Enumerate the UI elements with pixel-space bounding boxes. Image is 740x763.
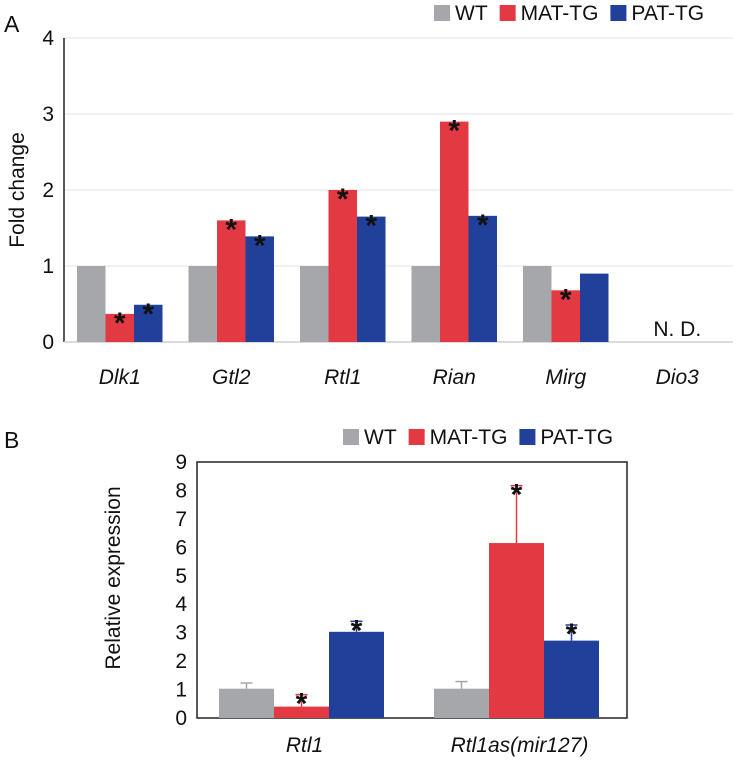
significance-star: * (477, 209, 489, 242)
bar (105, 313, 134, 342)
significance-star: * (448, 115, 460, 148)
bar (544, 640, 599, 718)
category-label: Dio3 (656, 366, 700, 389)
y-tick-label: 0 (42, 331, 54, 354)
y-tick-label: 9 (175, 451, 187, 474)
bar (411, 266, 440, 342)
bar (580, 273, 609, 342)
legend-label: PAT-TG (540, 426, 613, 449)
y-tick-label: 6 (175, 536, 187, 559)
panel-b-label: B (4, 427, 19, 453)
category-label: Dlk1 (99, 366, 141, 389)
significance-star: * (365, 210, 377, 243)
category-label: Rtl1 (286, 734, 323, 757)
legend-label: MAT-TG (430, 426, 508, 449)
bar (219, 688, 274, 718)
significance-star: * (337, 183, 349, 216)
chart-a: 0 1 2 3 4 Fold change * * Dlk1 * * Gtl2 * * Rtl1 * * Rian… (6, 2, 733, 389)
y-tick-label: 3 (175, 622, 187, 645)
significance-star: * (225, 213, 237, 246)
y-tick-label: 4 (175, 593, 187, 616)
legend-swatch (408, 429, 425, 445)
y-tick-label: 2 (175, 650, 187, 673)
y-axis-label: Relative expression (102, 486, 125, 669)
legend-swatch (343, 429, 359, 445)
y-tick-label: 1 (42, 255, 54, 278)
significance-star: * (296, 688, 308, 721)
y-tick-label: 8 (175, 479, 187, 502)
annotation-label: N. D. (653, 318, 701, 341)
y-axis-label: Fold change (6, 132, 29, 248)
chart-b: 0 1 2 3 4 5 6 7 8 9 Relative expression * * Rtl1 * * Rtl… (102, 426, 628, 757)
y-tick-label: 4 (42, 27, 54, 50)
bar (489, 543, 544, 718)
legend-label: WT (455, 2, 488, 25)
legend-label: WT (364, 426, 397, 449)
bar (188, 266, 217, 342)
bar (328, 190, 357, 342)
bar (245, 236, 274, 342)
bar (274, 706, 329, 718)
category-label: Rtl1as(mir127) (451, 734, 589, 757)
bar (77, 266, 106, 342)
significance-star: * (566, 618, 578, 651)
bar (551, 290, 580, 342)
legend-label: MAT-TG (521, 2, 599, 25)
y-tick-label: 0 (175, 707, 187, 730)
y-tick-label: 1 (175, 679, 187, 702)
significance-star: * (142, 298, 154, 331)
legend-swatch (434, 5, 450, 21)
category-label: Mirg (545, 366, 586, 389)
bar (329, 631, 384, 718)
y-tick-label: 3 (42, 103, 54, 126)
y-tick-label: 2 (42, 179, 54, 202)
significance-star: * (511, 479, 523, 512)
plot-frame (196, 461, 628, 719)
legend-swatch (499, 5, 516, 21)
bar (440, 121, 469, 342)
bar (217, 220, 246, 342)
bar (468, 215, 497, 342)
category-label: Gtl2 (212, 366, 251, 389)
category-label: Rian (433, 366, 476, 389)
y-tick-label: 5 (175, 565, 187, 588)
panel-a-label: A (4, 11, 20, 37)
bar (357, 216, 386, 342)
significance-star: * (114, 307, 126, 340)
bar (300, 266, 329, 342)
y-tick-label: 7 (175, 508, 187, 531)
significance-star: * (254, 229, 266, 262)
bar (523, 266, 552, 342)
significance-star: * (351, 614, 363, 647)
legend-label: PAT-TG (631, 2, 704, 25)
category-label: Rtl1 (324, 366, 361, 389)
bar (434, 688, 489, 718)
legend-swatch (610, 5, 627, 21)
bar (134, 304, 163, 342)
legend-swatch (519, 429, 536, 445)
significance-star: * (560, 283, 572, 316)
